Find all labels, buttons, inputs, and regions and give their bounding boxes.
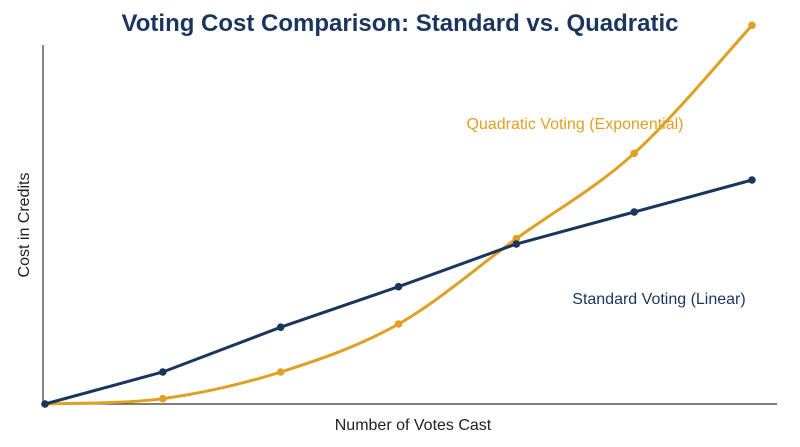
data-point-standard-5 [630,208,638,216]
y-axis-label: Cost in Credits [16,173,33,278]
series-line-quadratic [43,23,754,406]
series-layer [41,21,756,408]
series-label-standard: Standard Voting (Linear) [572,291,745,308]
x-axis-label: Number of Votes Cast [335,417,492,434]
series-label-quadratic: Quadratic Voting (Exponential) [466,116,683,133]
data-point-quadratic-1 [159,394,167,403]
data-point-standard-1 [159,368,167,376]
data-point-quadratic-6 [748,21,756,30]
data-point-quadratic-4 [512,234,521,243]
data-point-quadratic-3 [394,320,403,328]
data-point-standard-2 [276,323,285,332]
data-point-standard-4 [512,240,521,248]
data-point-standard-3 [394,282,403,291]
data-point-quadratic-2 [276,368,285,376]
chart-title: Voting Cost Comparison: Standard vs. Qua… [122,10,679,37]
data-point-standard-6 [748,176,756,184]
data-point-quadratic-5 [630,149,638,158]
data-point-standard-0 [41,400,49,408]
